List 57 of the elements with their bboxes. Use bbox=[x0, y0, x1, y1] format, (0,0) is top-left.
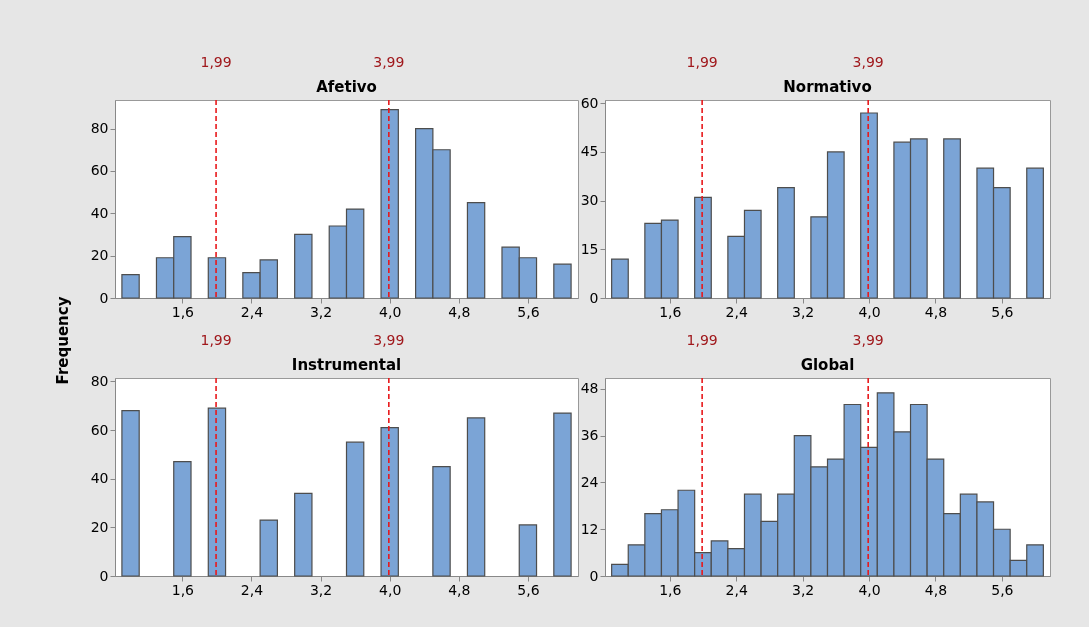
ref-line-label: 3,99 bbox=[373, 54, 405, 70]
y-tick-label: 40 bbox=[90, 204, 109, 221]
y-tick-label: 45 bbox=[580, 143, 599, 160]
ref-line-label: 1,99 bbox=[200, 54, 232, 70]
x-tick-label: 2,4 bbox=[240, 303, 264, 320]
x-tick-label: 3,2 bbox=[309, 303, 333, 320]
x-tick-label: 4,0 bbox=[858, 581, 881, 598]
ref-line-label: 1,99 bbox=[200, 332, 232, 348]
chart-title: Instrumental bbox=[291, 356, 402, 374]
y-tick-label: 60 bbox=[90, 421, 109, 438]
y-axis-title: Frequency bbox=[53, 296, 72, 385]
chart-title: Afetivo bbox=[316, 78, 377, 96]
x-tick-label: 4,8 bbox=[924, 303, 948, 320]
x-tick-label: 5,6 bbox=[517, 581, 540, 598]
y-tick-label: 0 bbox=[589, 289, 599, 306]
y-tick-label: 20 bbox=[90, 518, 109, 535]
ref-line-label: 3,99 bbox=[373, 332, 405, 348]
y-tick-label: 0 bbox=[99, 289, 109, 306]
y-tick-label: 24 bbox=[580, 473, 599, 490]
x-tick-label: 5,6 bbox=[991, 303, 1014, 320]
y-tick-label: 60 bbox=[580, 94, 599, 111]
x-tick-label: 4,8 bbox=[924, 581, 948, 598]
y-tick-label: 48 bbox=[580, 380, 599, 397]
x-tick-label: 4,0 bbox=[858, 303, 881, 320]
x-tick-label: 4,0 bbox=[379, 581, 402, 598]
x-tick-label: 1,6 bbox=[659, 303, 682, 320]
y-tick-label: 60 bbox=[90, 162, 109, 179]
x-tick-label: 3,2 bbox=[791, 303, 815, 320]
x-tick-label: 2,4 bbox=[725, 581, 748, 598]
y-tick-label: 0 bbox=[99, 567, 109, 584]
ref-line-label: 3,99 bbox=[852, 332, 884, 348]
x-tick-label: 2,4 bbox=[725, 303, 748, 320]
y-tick-label: 80 bbox=[90, 120, 109, 137]
x-tick-label: 1,6 bbox=[659, 581, 682, 598]
chart-title: Global bbox=[800, 356, 855, 374]
ref-line-label: 3,99 bbox=[852, 54, 884, 70]
x-tick-label: 1,6 bbox=[171, 581, 195, 598]
y-tick-label: 40 bbox=[90, 470, 109, 487]
x-tick-label: 5,6 bbox=[517, 303, 540, 320]
x-tick-label: 3,2 bbox=[309, 581, 333, 598]
y-tick-label: 30 bbox=[580, 192, 599, 209]
y-tick-label: 80 bbox=[90, 372, 109, 389]
ref-line-label: 1,99 bbox=[686, 332, 718, 348]
x-tick-label: 2,4 bbox=[240, 581, 264, 598]
x-tick-label: 4,0 bbox=[379, 303, 402, 320]
x-tick-label: 5,6 bbox=[991, 581, 1014, 598]
x-tick-label: 1,6 bbox=[171, 303, 195, 320]
chart-title: Normativo bbox=[783, 78, 872, 96]
y-tick-label: 15 bbox=[580, 240, 599, 257]
y-tick-label: 12 bbox=[580, 520, 599, 537]
ref-line-label: 1,99 bbox=[686, 54, 718, 70]
y-tick-label: 36 bbox=[580, 427, 599, 444]
x-tick-label: 4,8 bbox=[448, 303, 471, 320]
x-tick-label: 4,8 bbox=[448, 581, 471, 598]
y-tick-label: 20 bbox=[90, 247, 109, 264]
y-tick-label: 0 bbox=[589, 567, 599, 584]
x-tick-label: 3,2 bbox=[791, 581, 815, 598]
